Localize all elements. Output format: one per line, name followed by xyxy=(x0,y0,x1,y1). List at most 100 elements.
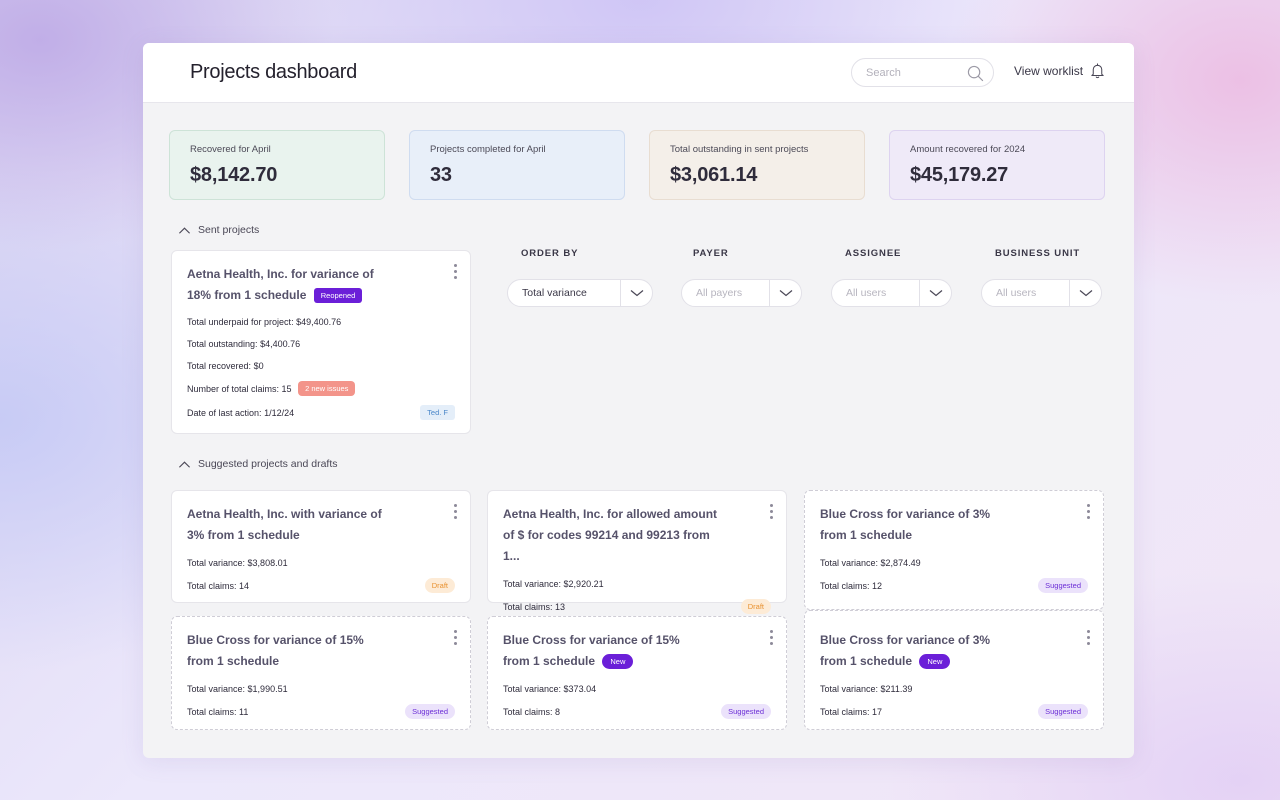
claims-line: Total claims: 11 Suggested xyxy=(187,704,455,719)
issues-badge[interactable]: 2 new issues xyxy=(298,381,356,396)
stat-label: Projects completed for April xyxy=(430,144,546,155)
search-box[interactable] xyxy=(851,58,994,87)
status-badge: Draft xyxy=(740,599,771,614)
suggested-project-card[interactable]: Blue Cross for variance of 15% from 1 sc… xyxy=(487,616,787,730)
chevron-down-icon xyxy=(1079,290,1092,297)
project-title-text: Aetna Health, Inc. for variance of 18% f… xyxy=(187,267,374,302)
suggested-project-card[interactable]: Blue Cross for variance of 15% from 1 sc… xyxy=(171,616,471,730)
project-title: Aetna Health, Inc. with variance of 3% f… xyxy=(187,507,382,542)
suggested-project-card[interactable]: Aetna Health, Inc. for allowed amount of… xyxy=(487,490,787,614)
variance-line: Total variance: $1,990.51 xyxy=(187,684,455,694)
search-icon[interactable] xyxy=(967,65,984,82)
claims: Total claims: 8 xyxy=(503,707,560,717)
last-action-label: Date of last action: xyxy=(187,407,262,418)
claims-line: Total claims: 12 Suggested xyxy=(820,578,1088,593)
claims: Total claims: 14 xyxy=(187,581,249,591)
suggested-project-card[interactable]: Blue Cross for variance of 3% from 1 sch… xyxy=(804,610,1104,730)
chevron-down-icon xyxy=(929,290,942,297)
variance-value: $2,920.21 xyxy=(563,579,604,589)
chevron-up-icon xyxy=(178,226,191,234)
claims: Total claims: 17 xyxy=(820,707,882,717)
order-by-select[interactable]: Total variance xyxy=(507,279,653,307)
stat-label: Recovered for April xyxy=(190,144,271,155)
underpaid-value: $49,400.76 xyxy=(296,317,342,327)
assignee-caret[interactable] xyxy=(919,280,951,306)
business-unit-placeholder: All users xyxy=(996,287,1037,299)
assignee-badge[interactable]: Ted. F xyxy=(420,405,455,420)
variance-label: Total variance: xyxy=(503,684,562,694)
sent-project-card[interactable]: Aetna Health, Inc. for variance of 18% f… xyxy=(171,250,471,434)
claims-label: Total claims: xyxy=(503,601,553,612)
order-by-caret[interactable] xyxy=(620,280,652,306)
variance-value: $3,808.01 xyxy=(247,558,288,568)
recovered-line: Total recovered: $0 xyxy=(187,361,455,371)
variance-line: Total variance: $211.39 xyxy=(820,684,1088,694)
claims: Total claims: 11 xyxy=(187,707,248,717)
variance-line: Total variance: $2,920.21 xyxy=(503,579,771,589)
project-title: Blue Cross for variance of 3% from 1 sch… xyxy=(820,630,1010,672)
variance-label: Total variance: xyxy=(187,684,246,694)
variance-value: $2,874.49 xyxy=(880,558,921,568)
business-unit-label: BUSINESS UNIT xyxy=(995,248,1081,259)
stat-value: $3,061.14 xyxy=(670,164,758,186)
payer-caret[interactable] xyxy=(769,280,801,306)
project-title: Aetna Health, Inc. for allowed amount of… xyxy=(503,507,718,563)
claims-value: 14 xyxy=(239,580,250,591)
chevron-down-icon xyxy=(779,290,792,297)
variance-value: $1,990.51 xyxy=(247,684,288,694)
kebab-menu-icon[interactable] xyxy=(1085,630,1091,648)
project-title: Aetna Health, Inc. for variance of 18% f… xyxy=(187,264,397,306)
claims-line: Total claims: 17 Suggested xyxy=(820,704,1088,719)
kebab-menu-icon[interactable] xyxy=(452,630,458,648)
status-badge: Draft xyxy=(424,578,455,593)
chevron-down-icon xyxy=(630,290,643,297)
payer-label: PAYER xyxy=(693,248,729,259)
kebab-menu-icon[interactable] xyxy=(452,504,458,522)
variance-label: Total variance: xyxy=(820,684,879,694)
claims-value: 8 xyxy=(555,706,561,717)
project-title: Blue Cross for variance of 15% from 1 sc… xyxy=(187,633,364,668)
kebab-menu-icon[interactable] xyxy=(768,630,774,648)
variance-label: Total variance: xyxy=(187,558,246,568)
payer-select[interactable]: All payers xyxy=(681,279,802,307)
kebab-menu-icon[interactable] xyxy=(768,504,774,522)
variance-value: $373.04 xyxy=(563,684,597,694)
variance-line: Total variance: $2,874.49 xyxy=(820,558,1088,568)
claims-line: Total claims: 8 Suggested xyxy=(503,704,771,719)
sent-projects-toggle[interactable]: Sent projects xyxy=(178,224,259,236)
order-by-label: ORDER BY xyxy=(521,248,579,259)
search-input[interactable] xyxy=(866,66,961,79)
status-badge: Reopened xyxy=(313,288,363,303)
business-unit-caret[interactable] xyxy=(1069,280,1101,306)
project-title: Blue Cross for variance of 15% from 1 sc… xyxy=(503,630,698,672)
claims-value: 17 xyxy=(872,706,883,717)
project-title-text: Blue Cross for variance of 3% from 1 sch… xyxy=(820,633,991,668)
stat-label: Amount recovered for 2024 xyxy=(910,144,1026,155)
kebab-menu-icon[interactable] xyxy=(452,264,458,282)
suggested-project-card[interactable]: Aetna Health, Inc. with variance of 3% f… xyxy=(171,490,471,603)
last-action: Date of last action: 1/12/24 xyxy=(187,408,294,418)
variance-value: $211.39 xyxy=(880,684,913,694)
recovered-value: $0 xyxy=(253,361,264,371)
assignee-placeholder: All users xyxy=(846,287,887,299)
bell-icon[interactable] xyxy=(1089,62,1106,79)
sent-projects-label: Sent projects xyxy=(198,224,260,236)
suggested-projects-label: Suggested projects and drafts xyxy=(198,458,338,470)
stat-card-total-outstanding: Total outstanding in sent projects $3,06… xyxy=(649,130,865,200)
last-action-line: Date of last action: 1/12/24 Ted. F xyxy=(187,405,455,420)
claims-value: 11 xyxy=(239,706,249,717)
kebab-menu-icon[interactable] xyxy=(1085,504,1091,522)
project-title: Blue Cross for variance of 3% from 1 sch… xyxy=(820,507,991,542)
dashboard-window: Projects dashboard View worklist Recover… xyxy=(143,43,1134,758)
order-by-value: Total variance xyxy=(522,287,587,299)
underpaid-label: Total underpaid for project: xyxy=(187,317,294,327)
view-worklist-label: View worklist xyxy=(1014,63,1084,78)
assignee-select[interactable]: All users xyxy=(831,279,952,307)
suggested-project-card[interactable]: Blue Cross for variance of 3% from 1 sch… xyxy=(804,490,1104,610)
outstanding-value: $4,400.76 xyxy=(260,339,301,349)
stat-value: $8,142.70 xyxy=(190,164,278,186)
view-worklist-link[interactable]: View worklist xyxy=(1014,62,1106,79)
suggested-projects-toggle[interactable]: Suggested projects and drafts xyxy=(178,458,338,470)
status-badge: Suggested xyxy=(1038,578,1088,593)
business-unit-select[interactable]: All users xyxy=(981,279,1102,307)
